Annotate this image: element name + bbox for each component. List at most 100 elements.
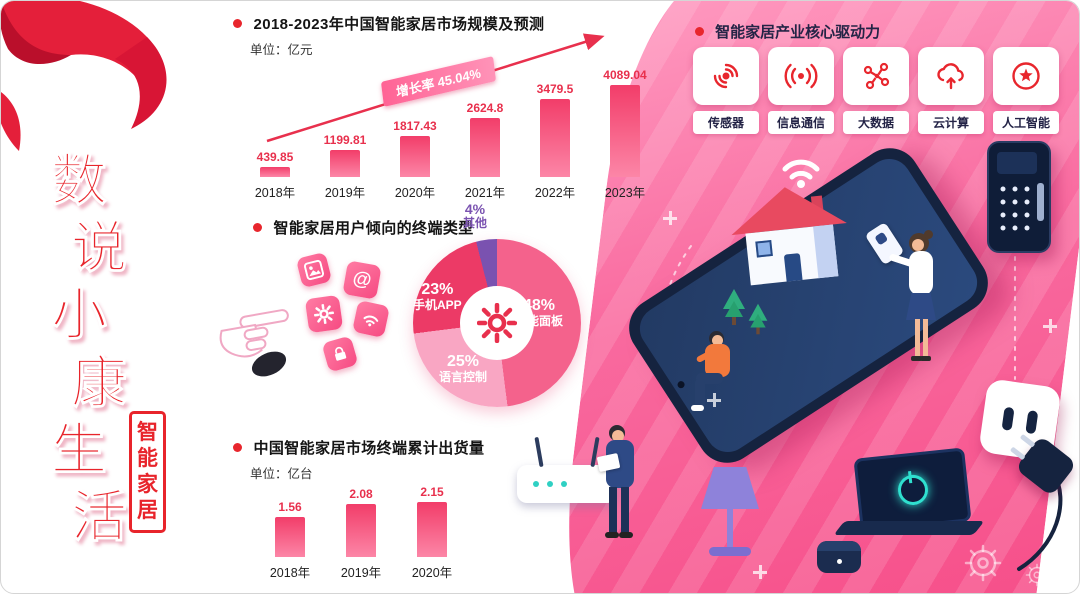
laptop-screen [853, 447, 972, 533]
house-body [745, 224, 839, 286]
bar-value: 3479.5 [536, 82, 574, 96]
plus-decoration [707, 393, 721, 407]
plus-decoration [663, 211, 677, 225]
bar-column: 2.08 2019年 [330, 483, 392, 581]
plus-decoration [1043, 319, 1057, 333]
antenna [534, 436, 544, 468]
bar-category: 2019年 [324, 186, 366, 200]
bullet-icon [695, 27, 704, 36]
door [783, 253, 803, 282]
bar [346, 504, 376, 557]
lock-keypad [1000, 186, 1030, 231]
bar-category: 2018年 [254, 186, 296, 200]
bar-value: 1199.81 [323, 133, 367, 147]
chart-unit: 单位：亿元 [250, 43, 313, 57]
bar [470, 118, 500, 177]
person-sitting [691, 331, 745, 431]
slice-label-smart-panel: 48% 智能面板 [515, 297, 564, 329]
chart-title-row: 2018-2023年中国智能家居市场规模及预测 [233, 13, 663, 34]
terminal-pie-title-row: 智能家居用户倾向的终端类型 [253, 217, 474, 238]
ai-icon [1012, 62, 1040, 90]
settings-app-icon [304, 294, 344, 334]
smart-door-lock [987, 141, 1051, 253]
driver-card [993, 47, 1059, 105]
bar-column: 1817.43 2020年 [383, 63, 447, 201]
gear-icon [477, 303, 517, 343]
bar-column: 1.56 2018年 [259, 483, 321, 581]
bar-group: 439.85 2018年 1199.81 2019年 1817.43 2020年… [243, 63, 657, 201]
lock-handle [1037, 183, 1044, 221]
slice-label-voice-control: 25% 语言控制 [439, 353, 488, 385]
tree-graphic [723, 289, 745, 325]
big-data-icon [863, 62, 890, 90]
bar-column: 439.85 2018年 [243, 63, 307, 201]
chart-title-row: 中国智能家居市场终端累计出货量 [233, 437, 513, 458]
bar-value: 2.08 [349, 487, 373, 501]
bar [610, 85, 640, 177]
driver-label: 人工智能 [993, 111, 1059, 134]
person-woman [888, 230, 941, 378]
chart-title: 中国智能家居市场终端累计出货量 [253, 440, 485, 457]
bar-column: 1199.81 2019年 [313, 63, 377, 201]
person-with-tablet [596, 425, 643, 557]
wifi-app-icon [352, 300, 390, 338]
bar-category: 2020年 [394, 186, 436, 200]
power-icon [896, 471, 929, 507]
slice-label-mobile-app: 23% 手机APP [413, 281, 462, 313]
drivers-cards: 传感器 信息通信 [693, 47, 1059, 134]
driver-label: 信息通信 [768, 111, 834, 134]
at-app-icon: @ [342, 260, 382, 300]
topic-badge: 智能家居 [129, 411, 166, 534]
slice-label-other: 4% 其他 [463, 201, 488, 231]
bar-category: 2021年 [464, 186, 506, 200]
bar [330, 150, 360, 177]
tree-graphic [748, 303, 768, 335]
driver-card [693, 47, 759, 105]
bar-group: 1.56 2018年 2.08 2019年 2.15 2020年 [259, 483, 463, 581]
market-size-chart: 2018-2023年中国智能家居市场规模及预测 单位：亿元 增长率 45.04%… [233, 13, 663, 205]
driver-label: 云计算 [918, 111, 984, 134]
lock-screen [997, 152, 1037, 174]
driver-big-data: 大数据 [843, 47, 909, 134]
communication-icon [784, 63, 818, 89]
bar-category: 2023年 [604, 186, 646, 200]
smart-speaker [817, 541, 861, 573]
bar-value: 2624.8 [466, 101, 504, 115]
bar-value: 1817.43 [393, 119, 437, 133]
bar-column: 4089.04 2023年 [593, 63, 657, 201]
plus-decoration [753, 565, 767, 579]
bar-category: 2018年 [269, 566, 311, 580]
bar-category: 2020年 [411, 566, 453, 580]
red-ribbon-graphic [1, 1, 167, 151]
pointing-hand-graphic [219, 309, 289, 358]
app-icon-cluster: @ [293, 251, 443, 386]
driver-cloud-computing: 云计算 [918, 47, 984, 134]
chart-unit: 单位：亿台 [250, 467, 313, 481]
cloud-computing-icon [937, 63, 964, 90]
bar [275, 517, 305, 557]
chart-title: 智能家居用户倾向的终端类型 [273, 220, 474, 237]
bar-value: 439.85 [256, 150, 294, 164]
bar-column: 2.15 2020年 [401, 483, 463, 581]
lock-app-icon [321, 335, 359, 373]
driver-card [918, 47, 984, 105]
driver-communication: 信息通信 [768, 47, 834, 134]
chart-title: 2018-2023年中国智能家居市场规模及预测 [253, 16, 545, 33]
terminal-pie-chart: 48% 智能面板 25% 语言控制 23% 手机APP 4% 其他 [413, 201, 581, 407]
bar [417, 502, 447, 557]
bar [540, 99, 570, 177]
photo-app-icon [295, 251, 333, 289]
driver-card [843, 47, 909, 105]
house-graphic [724, 181, 856, 293]
page-title: 数说小康生活 [51, 148, 128, 548]
gear-decoration [964, 544, 1049, 587]
bar [400, 136, 430, 177]
driver-sensor: 传感器 [693, 47, 759, 134]
sensor-icon [713, 63, 739, 89]
bar-category: 2019年 [340, 566, 382, 580]
pie-center [460, 286, 534, 360]
drivers-title-row: 智能家居产业核心驱动力 [695, 21, 880, 42]
wifi-icon [782, 159, 820, 188]
bar-value: 1.56 [278, 500, 302, 514]
